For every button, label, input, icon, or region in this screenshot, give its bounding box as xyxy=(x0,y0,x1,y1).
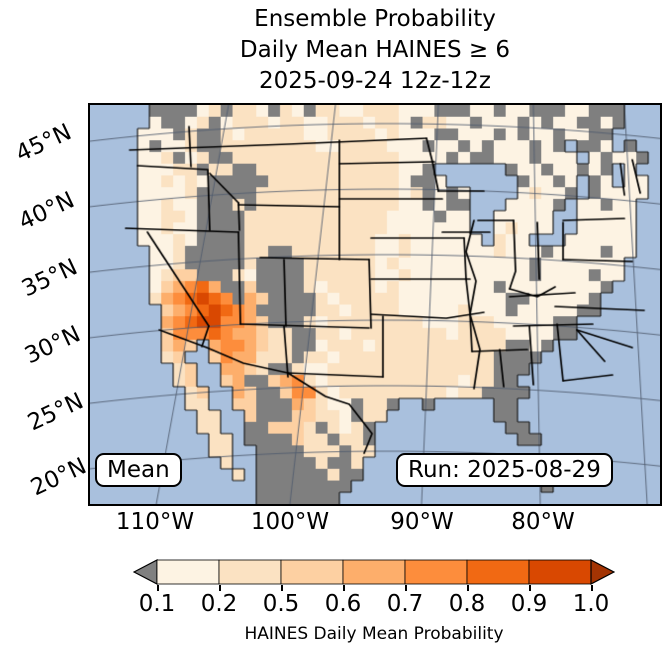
lon-tick-80w: 80°W xyxy=(511,509,575,535)
colorbar-tickmark xyxy=(405,585,407,591)
lon-tick-110w: 110°W xyxy=(115,509,195,535)
colorbar-tick-0.1: 0.1 xyxy=(138,591,176,617)
ensemble-stat-badge: Mean xyxy=(95,453,182,487)
figure-title: Ensemble Probability Daily Mean HAINES ≥… xyxy=(70,4,671,97)
title-line-2: Daily Mean HAINES ≥ 6 xyxy=(239,37,511,63)
colorbar-over-arrow xyxy=(590,559,616,585)
title-line-1: Ensemble Probability xyxy=(254,6,496,32)
colorbar-tickmark xyxy=(219,585,221,591)
colorbar-tick-0.7: 0.7 xyxy=(386,591,424,617)
map-panel: Mean Run: 2025-08-29 xyxy=(88,103,662,506)
title-line-3: 2025-09-24 12z-12z xyxy=(259,68,491,94)
colorbar-tickmark xyxy=(157,585,159,591)
colorbar-tickmark xyxy=(281,585,283,591)
colorbar-tick-0.6: 0.6 xyxy=(324,591,362,617)
map-canvas xyxy=(90,105,660,504)
colorbar-seg-6 xyxy=(466,559,530,585)
lat-tick-30n: 30°N xyxy=(20,321,85,370)
colorbar-seg-4 xyxy=(342,559,406,585)
colorbar-seg-5 xyxy=(404,559,468,585)
colorbar-seg-2 xyxy=(218,559,282,585)
colorbar-under-arrow xyxy=(132,559,158,585)
lat-tick-45n: 45°N xyxy=(11,119,76,168)
colorbar-tick-0.5: 0.5 xyxy=(262,591,300,617)
colorbar-seg-1 xyxy=(156,559,220,585)
lat-tick-40n: 40°N xyxy=(14,187,79,236)
colorbar-svg xyxy=(132,559,616,585)
colorbar-seg-3 xyxy=(280,559,344,585)
lat-tick-25n: 25°N xyxy=(23,388,88,437)
lat-tick-20n: 20°N xyxy=(26,453,91,502)
lat-tick-35n: 35°N xyxy=(17,254,82,303)
colorbar-axis-label: HAINES Daily Mean Probability xyxy=(244,624,504,644)
colorbar: 0.1 0.2 0.5 0.6 0.7 0.8 0.9 1.0 xyxy=(132,559,616,655)
colorbar-tickmark xyxy=(529,585,531,591)
colorbar-tick-1.0: 1.0 xyxy=(572,591,610,617)
colorbar-seg-7 xyxy=(528,559,592,585)
lon-tick-90w: 90°W xyxy=(390,509,454,535)
model-run-badge: Run: 2025-08-29 xyxy=(396,453,613,487)
colorbar-tick-0.9: 0.9 xyxy=(510,591,548,617)
lon-tick-100w: 100°W xyxy=(250,509,330,535)
colorbar-tick-0.2: 0.2 xyxy=(200,591,238,617)
colorbar-tickmark xyxy=(467,585,469,591)
colorbar-tickmark xyxy=(343,585,345,591)
colorbar-tickmark xyxy=(591,585,593,591)
colorbar-tick-0.8: 0.8 xyxy=(448,591,486,617)
